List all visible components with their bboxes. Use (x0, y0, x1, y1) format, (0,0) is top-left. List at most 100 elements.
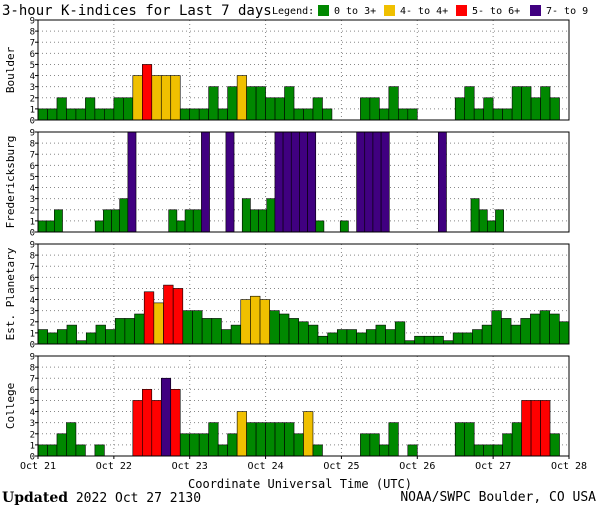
x-tick-label: Oct 21 (20, 461, 56, 472)
bar (208, 422, 219, 457)
bar (274, 97, 285, 121)
bar (407, 444, 418, 457)
x-tick-label: Oct 25 (323, 461, 359, 472)
bar (478, 209, 488, 233)
panel-frame (37, 131, 570, 233)
bar (95, 324, 106, 345)
bar (258, 209, 268, 233)
bar (464, 86, 475, 121)
bar (502, 433, 513, 457)
panel-frame (37, 19, 570, 121)
bar (437, 131, 447, 233)
bar (472, 329, 483, 345)
bar (236, 75, 247, 121)
bar (103, 209, 112, 233)
bar (45, 220, 55, 233)
bar (360, 97, 371, 121)
y-tick-label: 7 (30, 263, 35, 273)
bar (530, 313, 541, 345)
bar (160, 377, 172, 457)
y-tick-label: 2 (30, 94, 35, 104)
bar (539, 310, 550, 345)
bar (388, 86, 399, 121)
bar (37, 108, 48, 121)
y-tick-label: 8 (30, 252, 35, 262)
bar (356, 131, 366, 233)
bar (132, 400, 143, 457)
y-tick-label: 6 (30, 274, 35, 284)
bar (303, 411, 314, 457)
y-tick-label: 7 (30, 375, 35, 385)
y-tick-label: 2 (30, 430, 35, 440)
bar (298, 321, 309, 345)
bar (37, 444, 48, 457)
y-tick-label: 0 (30, 341, 35, 351)
bar (540, 86, 551, 121)
y-tick-label: 4 (30, 184, 35, 194)
y-tick-label: 4 (30, 72, 35, 82)
bar (473, 108, 484, 121)
legend: Legend: 0 to 3+ 4- to 4+ 5- to 6+ 7- to … (272, 5, 588, 17)
bar (217, 108, 228, 121)
bar (379, 444, 390, 457)
bar (75, 444, 86, 457)
y-tick-label: 5 (30, 285, 35, 295)
bar (388, 422, 399, 457)
x-tick-label: Oct 22 (96, 461, 132, 472)
bar (290, 131, 300, 233)
bar (151, 75, 162, 121)
bar (134, 313, 145, 345)
bar (559, 321, 570, 345)
bar (221, 329, 232, 345)
panel-title: Boulder (4, 46, 17, 93)
y-tick-label: 0 (30, 229, 35, 239)
bar (299, 131, 308, 233)
bar (104, 108, 115, 121)
bar (379, 108, 390, 121)
bar (160, 75, 172, 121)
bar (356, 332, 367, 345)
bar (123, 97, 134, 121)
bar (369, 433, 380, 457)
bar (414, 335, 425, 345)
y-tick-label: 6 (30, 386, 35, 396)
y-tick-label: 4 (30, 408, 35, 418)
bar (520, 318, 531, 345)
legend-swatch-3 (530, 5, 541, 16)
bar (394, 321, 406, 345)
bar (510, 324, 522, 345)
bar (322, 108, 333, 121)
y-tick-label: 8 (30, 364, 35, 374)
panel-title: Est. Planetary (4, 247, 17, 340)
bar (265, 97, 276, 121)
bar (336, 329, 348, 345)
y-tick-label: 8 (30, 140, 35, 150)
bar (201, 131, 210, 233)
bar (143, 291, 155, 345)
bar (492, 108, 503, 121)
bar (293, 433, 304, 457)
bar (66, 422, 77, 457)
bar (282, 131, 292, 233)
bar (372, 131, 382, 233)
bar (462, 332, 473, 345)
bar (284, 86, 295, 121)
bar (433, 335, 444, 345)
bar (230, 324, 242, 345)
y-tick-label: 9 (30, 353, 35, 363)
bar (487, 220, 496, 233)
bar (495, 209, 504, 233)
bar (317, 335, 328, 345)
bar (85, 332, 97, 345)
chart-title: 3-hour K-indices for Last 7 days (2, 3, 272, 19)
panel-title: College (4, 383, 17, 429)
bar (250, 295, 261, 345)
bar (407, 108, 418, 121)
bar (483, 444, 494, 457)
bar (105, 329, 116, 345)
bar (54, 209, 63, 233)
bar (176, 220, 186, 233)
panels: 0123456789Boulder0123456789Fredericksbur… (4, 17, 587, 473)
x-tick-label: Oct 28 (551, 461, 587, 472)
bar (360, 433, 371, 457)
